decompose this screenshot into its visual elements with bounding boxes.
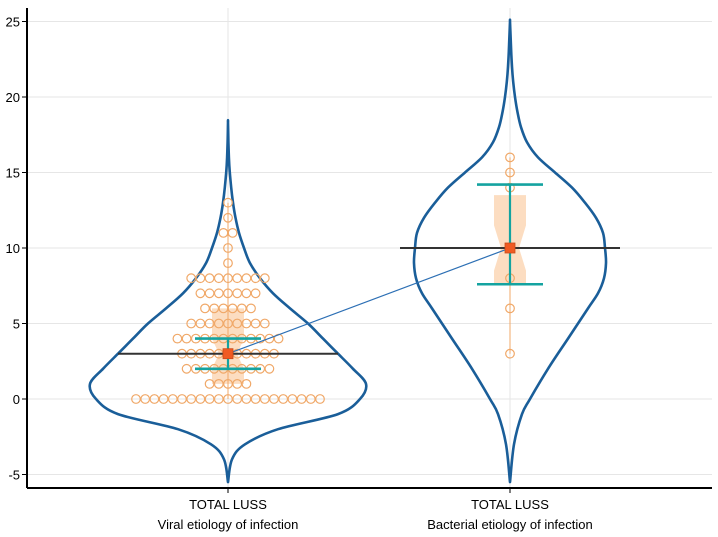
data-point xyxy=(246,303,256,314)
statistics xyxy=(118,183,620,371)
y-ticks: -5 0 5 10 15 20 25 xyxy=(6,15,511,493)
data-point xyxy=(505,152,515,163)
data-point xyxy=(241,318,252,329)
data-point xyxy=(241,379,252,389)
data-point xyxy=(200,303,210,314)
data-point xyxy=(204,273,215,284)
category-label-bacterial-line2: Bacterial etiology of infection xyxy=(427,517,592,532)
data-point xyxy=(218,303,229,314)
y-tick-label: 0 xyxy=(13,392,20,407)
y-tick-label: -5 xyxy=(8,468,20,483)
data-point xyxy=(223,243,233,253)
violin-viral xyxy=(88,118,368,484)
data-point xyxy=(149,394,160,404)
data-point xyxy=(259,318,270,329)
data-point xyxy=(264,363,275,374)
data-point xyxy=(186,273,197,284)
data-point xyxy=(241,394,252,404)
data-point xyxy=(204,379,215,389)
data-point xyxy=(241,273,252,284)
data-point xyxy=(223,258,233,269)
data-point xyxy=(250,288,261,299)
data-point xyxy=(181,363,192,374)
data-point xyxy=(232,273,243,284)
y-tick-label: 20 xyxy=(6,90,20,105)
data-point xyxy=(232,288,243,299)
y-tick-label: 15 xyxy=(6,166,20,181)
data-point xyxy=(227,227,238,238)
data-point xyxy=(315,394,325,404)
y-tick-label: 10 xyxy=(6,241,20,256)
data-point xyxy=(218,227,229,238)
data-point xyxy=(213,273,224,284)
median-marker-viral xyxy=(222,348,234,360)
data-point xyxy=(195,273,206,284)
data-point xyxy=(223,212,233,223)
data-point xyxy=(241,288,252,299)
category-label-bacterial-line1: TOTAL LUSS xyxy=(471,497,549,512)
data-point xyxy=(505,303,515,314)
y-tick-label: 5 xyxy=(13,317,20,332)
data-point xyxy=(195,288,206,299)
data-point xyxy=(195,318,206,329)
median-connector-line xyxy=(227,247,511,355)
category-label-viral-line1: TOTAL LUSS xyxy=(189,497,267,512)
data-point xyxy=(223,197,233,208)
violins xyxy=(88,18,608,484)
violin-bacterial xyxy=(412,18,608,484)
category-label-viral-line2: Viral etiology of infection xyxy=(158,517,299,532)
data-points xyxy=(131,152,515,404)
data-point xyxy=(505,167,515,178)
data-point xyxy=(195,394,206,404)
median-marker-bacterial xyxy=(504,242,516,254)
data-point xyxy=(204,288,215,299)
y-tick-label: 25 xyxy=(6,15,20,30)
data-point xyxy=(505,348,515,359)
data-point xyxy=(259,273,270,284)
category-labels: TOTAL LUSS Viral etiology of infection T… xyxy=(158,497,593,532)
data-point xyxy=(172,333,183,344)
data-point xyxy=(213,288,224,299)
data-point xyxy=(181,333,192,344)
